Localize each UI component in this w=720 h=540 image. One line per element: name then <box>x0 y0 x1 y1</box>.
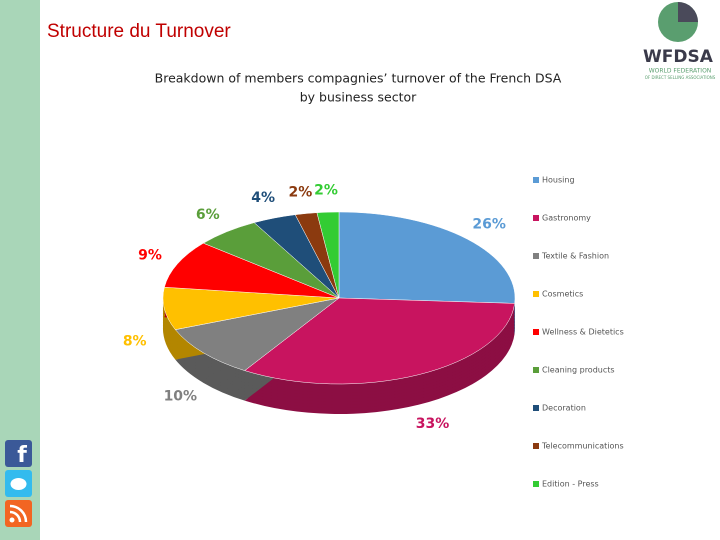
legend-label: Cosmetics <box>542 290 583 299</box>
logo-sub: OF DIRECT SELLING ASSOCIATIONS <box>645 75 716 80</box>
data-label: 8% <box>123 333 147 349</box>
slice <box>174 297 340 371</box>
legend-swatch <box>533 215 539 221</box>
legend-label: Telecommunications <box>541 442 624 451</box>
data-label: 26% <box>472 216 506 232</box>
legend-swatch <box>533 253 539 259</box>
legend-swatch <box>533 481 539 487</box>
social-icons: f <box>5 440 32 527</box>
data-label: 6% <box>196 207 220 223</box>
legend-label: Gastronomy <box>542 214 591 223</box>
logo-text: WFDSA <box>643 47 714 67</box>
legend-label: Wellness & Dietetics <box>542 328 624 337</box>
logo-sub: WORLD FEDERATION <box>649 68 712 75</box>
data-label: 10% <box>164 389 198 405</box>
chart-title: by business sector <box>300 90 417 105</box>
slide-title: Structure du Turnover <box>47 21 231 42</box>
data-label: 33% <box>416 416 450 432</box>
logo: WFDSA WORLD FEDERATION OF DIRECT SELLING… <box>643 2 716 80</box>
legend-label: Edition - Press <box>542 480 599 489</box>
rss-dot <box>9 517 15 523</box>
legend-label: Cleaning products <box>542 366 615 375</box>
slice <box>164 242 340 299</box>
legend-swatch <box>533 405 539 411</box>
rss-icon[interactable] <box>5 500 32 527</box>
twitter-bird <box>10 478 27 490</box>
legend-label: Decoration <box>542 404 586 413</box>
data-label: 4% <box>251 190 275 206</box>
facebook-icon[interactable] <box>5 440 32 467</box>
legend-label: Textile & Fashion <box>541 252 609 261</box>
logo-globe-part <box>678 2 698 22</box>
data-label: 2% <box>289 184 313 200</box>
slice <box>244 297 515 385</box>
data-label: 2% <box>314 183 338 199</box>
slice <box>338 211 516 304</box>
legend-swatch <box>533 329 539 335</box>
slice <box>162 286 340 330</box>
data-label: 9% <box>138 247 162 263</box>
chart-title: Breakdown of members compagnies’ turnove… <box>155 71 562 86</box>
legend-swatch <box>533 367 539 373</box>
slice <box>316 211 340 299</box>
legend-label: Housing <box>542 176 575 185</box>
legend-swatch <box>533 291 539 297</box>
legend-swatch <box>533 443 539 449</box>
facebook-letter: f <box>17 443 27 468</box>
legend-swatch <box>533 177 539 183</box>
rss-waves <box>9 504 28 523</box>
